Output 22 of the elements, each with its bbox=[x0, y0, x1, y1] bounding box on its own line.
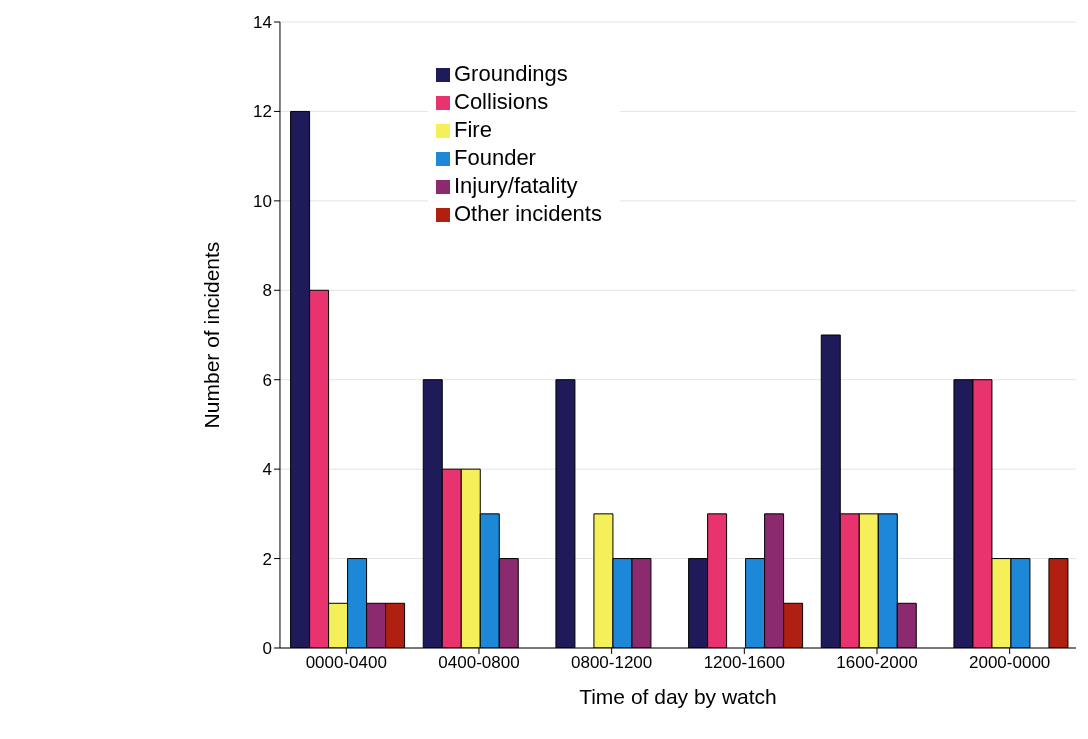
x-tick-label: 0000-0400 bbox=[305, 653, 387, 673]
y-tick-label: 8 bbox=[262, 281, 272, 301]
x-tick-label: 1200-1600 bbox=[703, 653, 785, 673]
x-tick-label: 0400-0800 bbox=[438, 653, 520, 673]
y-tick-label: 2 bbox=[262, 549, 272, 569]
legend-label: Other incidents bbox=[454, 201, 602, 226]
y-tick-label: 6 bbox=[262, 370, 272, 390]
x-axis-title: Time of day by watch bbox=[579, 685, 777, 708]
legend-label: Groundings bbox=[454, 61, 568, 86]
y-axis-title: Number of incidents bbox=[200, 241, 224, 429]
legend-label: Fire bbox=[454, 117, 492, 142]
legend-label: Collisions bbox=[454, 89, 549, 114]
x-tick-label: 1600-2000 bbox=[836, 653, 918, 673]
y-tick-label: 10 bbox=[253, 191, 272, 211]
y-tick-label: 14 bbox=[253, 13, 272, 33]
legend-label: Injury/fatality bbox=[454, 173, 578, 198]
y-tick-label: 4 bbox=[262, 460, 272, 480]
y-tick-label: 0 bbox=[262, 639, 272, 659]
x-tick-label: 0800-1200 bbox=[570, 653, 653, 673]
x-tick-label: 2000-0000 bbox=[969, 653, 1051, 673]
legend-label: Founder bbox=[454, 145, 536, 170]
y-tick-label: 12 bbox=[253, 102, 272, 122]
